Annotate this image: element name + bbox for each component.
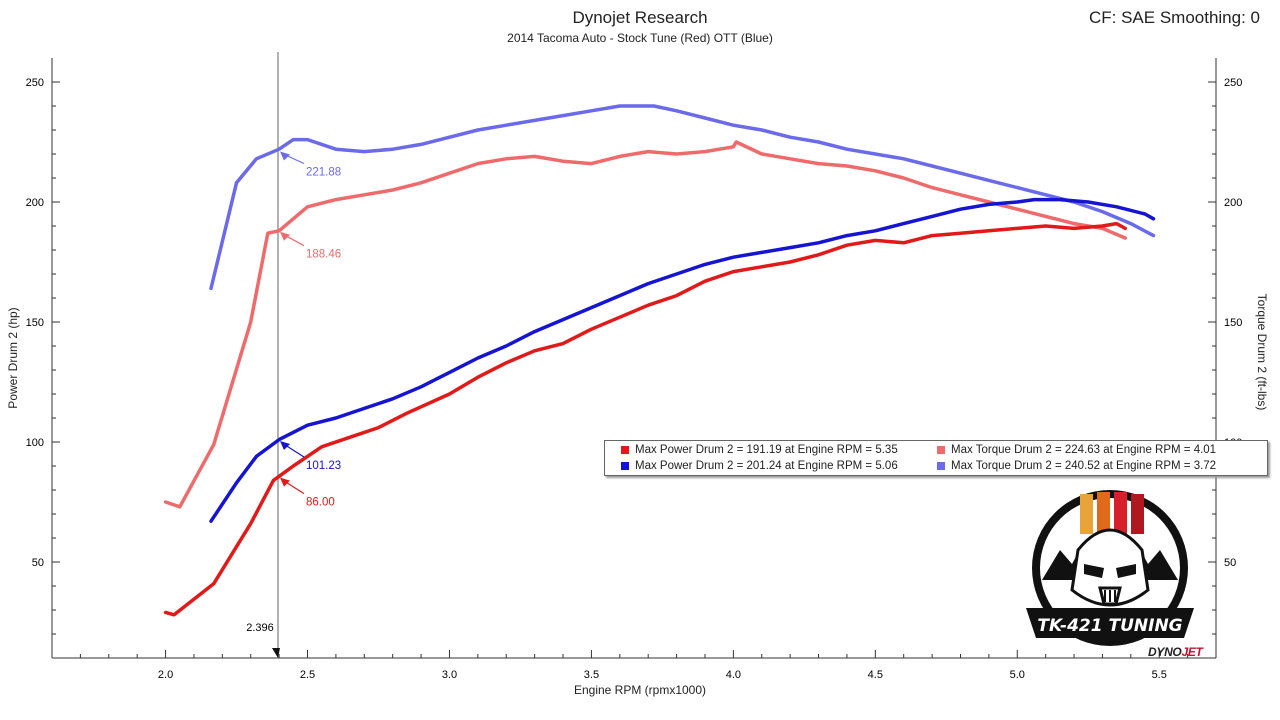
logo-text: TK-421 TUNING bbox=[1037, 616, 1182, 636]
annotation-arrow-icon bbox=[279, 151, 290, 161]
annotation-label: 188.46 bbox=[306, 249, 341, 261]
legend-label: Max Power Drum 2 = 201.24 at Engine RPM … bbox=[635, 460, 898, 472]
y-axis-right-title: Torque Drum 2 (ft-lbs) bbox=[1255, 294, 1269, 411]
legend-item: Max Power Drum 2 = 201.24 at Engine RPM … bbox=[609, 458, 898, 474]
x-tick-label: 5.0 bbox=[1010, 669, 1025, 681]
x-tick-label: 4.5 bbox=[868, 669, 883, 681]
chart-axes: 50100150200250501001502002502.02.53.03.5… bbox=[26, 58, 1242, 681]
annotation-label: 86.00 bbox=[306, 497, 335, 509]
y-tick-label-right: 200 bbox=[1224, 197, 1242, 209]
legend-item: Max Power Drum 2 = 191.19 at Engine RPM … bbox=[609, 442, 898, 458]
cursor-value-label: 2.396 bbox=[246, 622, 274, 634]
annotation-label: 221.88 bbox=[306, 166, 341, 178]
x-tick-label: 3.0 bbox=[442, 669, 457, 681]
y-axis-left-title: Power Drum 2 (hp) bbox=[6, 307, 20, 408]
series-line-torque-blue bbox=[209, 104, 1156, 291]
chart-title: Dynojet Research bbox=[572, 8, 708, 27]
chart-legend: Max Power Drum 2 = 191.19 at Engine RPM … bbox=[604, 440, 1268, 476]
annotation-arrow-icon bbox=[279, 231, 290, 241]
x-tick-label: 5.5 bbox=[1152, 669, 1167, 681]
y-tick-label-right: 250 bbox=[1224, 77, 1242, 89]
chart-annotations: 221.88 188.46 101.23 86.00 bbox=[279, 151, 341, 509]
legend-swatch bbox=[937, 461, 945, 470]
annotation-arrow-icon bbox=[279, 441, 290, 451]
rpm-cursor[interactable]: 2.396 bbox=[246, 52, 280, 658]
y-tick-label-left: 50 bbox=[32, 557, 44, 569]
series-line-torque-red bbox=[163, 140, 1127, 509]
cursor-arrow-icon bbox=[271, 648, 280, 658]
tk421-tuning-logo: TK-421 TUNING bbox=[1026, 490, 1194, 646]
legend-swatch bbox=[621, 461, 629, 470]
x-tick-label: 3.5 bbox=[584, 669, 599, 681]
legend-item: Max Torque Drum 2 = 240.52 at Engine RPM… bbox=[925, 458, 1216, 474]
y-tick-label-left: 200 bbox=[26, 197, 44, 209]
y-tick-label-right: 150 bbox=[1224, 317, 1242, 329]
stormtrooper-helmet-icon bbox=[1070, 528, 1150, 607]
cf-smoothing-label: CF: SAE Smoothing: 0 bbox=[1088, 8, 1260, 27]
legend-swatch bbox=[621, 445, 629, 454]
y-tick-label-left: 250 bbox=[26, 77, 44, 89]
legend-label: Max Power Drum 2 = 191.19 at Engine RPM … bbox=[635, 444, 898, 456]
y-tick-label-left: 100 bbox=[26, 437, 44, 449]
x-tick-label: 2.5 bbox=[300, 669, 315, 681]
annotation-label: 101.23 bbox=[306, 460, 341, 472]
legend-swatch bbox=[937, 445, 945, 454]
series-line-power-red bbox=[163, 221, 1127, 617]
legend-item: Max Torque Drum 2 = 224.63 at Engine RPM… bbox=[925, 442, 1216, 458]
annotation-arrow-icon bbox=[279, 477, 290, 487]
x-tick-label: 2.0 bbox=[158, 669, 173, 681]
chart-series bbox=[163, 104, 1156, 617]
y-tick-label-right: 50 bbox=[1224, 557, 1236, 569]
chart-subtitle: 2014 Tacoma Auto - Stock Tune (Red) OTT … bbox=[507, 31, 773, 45]
legend-label: Max Torque Drum 2 = 240.52 at Engine RPM… bbox=[951, 460, 1217, 472]
series-line-power-blue bbox=[209, 197, 1156, 523]
y-tick-label-left: 150 bbox=[26, 317, 44, 329]
x-tick-label: 4.0 bbox=[726, 669, 741, 681]
dynojet-watermark: DYNOJET bbox=[1148, 645, 1203, 659]
legend-label: Max Torque Drum 2 = 224.63 at Engine RPM… bbox=[951, 444, 1217, 456]
x-axis-title: Engine RPM (rpmx1000) bbox=[574, 683, 706, 697]
